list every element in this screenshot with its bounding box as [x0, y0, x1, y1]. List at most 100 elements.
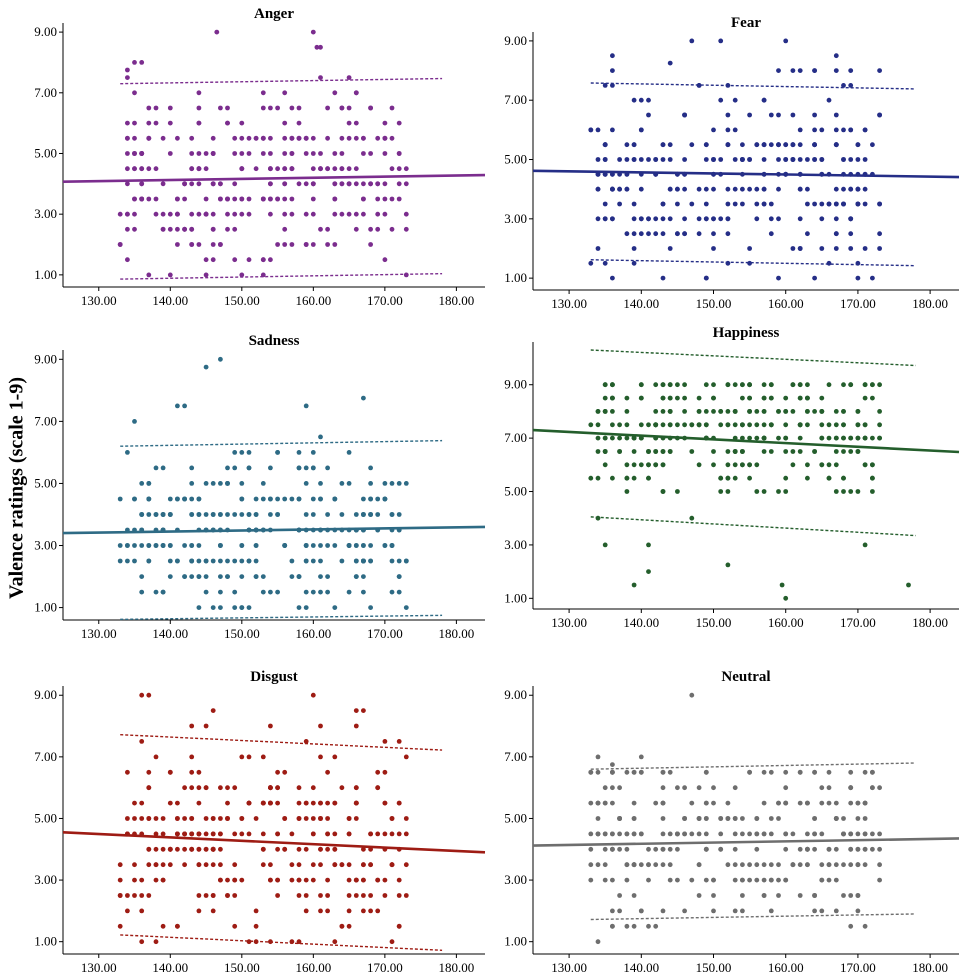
data-point [239, 512, 245, 517]
data-point [175, 211, 180, 217]
data-point [203, 151, 209, 156]
data-point [353, 558, 359, 564]
data-point [595, 831, 601, 837]
data-point [754, 142, 760, 148]
data-point [361, 893, 366, 898]
x-tick-label: 180.00 [439, 960, 475, 975]
data-point [253, 543, 259, 548]
data-point [403, 166, 409, 172]
data-point [203, 785, 209, 791]
data-point [353, 574, 359, 579]
data-point [125, 211, 130, 217]
data-point [268, 800, 273, 806]
data-point [624, 231, 630, 237]
data-point [167, 846, 173, 852]
data-point [862, 542, 868, 548]
data-point [761, 97, 767, 103]
data-point [667, 449, 673, 454]
data-point [631, 246, 637, 251]
data-point [218, 574, 223, 579]
data-point [346, 543, 352, 548]
data-point [595, 939, 601, 945]
data-point [653, 157, 659, 162]
data-point [595, 171, 601, 177]
data-point [711, 785, 716, 791]
data-point [196, 105, 202, 111]
data-point [210, 831, 216, 837]
data-point [725, 216, 731, 222]
data-point [325, 512, 330, 517]
data-point [125, 543, 130, 548]
data-point [646, 216, 651, 222]
data-point [375, 831, 381, 837]
data-point [146, 558, 152, 564]
data-point [602, 862, 608, 868]
data-point [125, 450, 130, 455]
y-tick-label: 3.00 [504, 211, 527, 226]
data-point [667, 877, 673, 883]
data-point [389, 481, 395, 486]
data-point [361, 558, 366, 564]
data-point [167, 574, 173, 579]
data-point [768, 231, 774, 237]
data-point [396, 481, 402, 486]
data-point [761, 186, 767, 192]
data-point [325, 877, 330, 883]
data-point [725, 489, 731, 494]
data-point [253, 135, 259, 141]
data-point [783, 489, 789, 494]
data-point [747, 186, 752, 192]
data-point [877, 409, 882, 414]
data-point [146, 496, 152, 502]
data-point [768, 908, 774, 914]
data-point [877, 422, 882, 428]
data-point [783, 422, 789, 428]
data-point [153, 105, 159, 111]
data-point [819, 462, 825, 468]
data-point [790, 246, 796, 251]
y-tick-label: 1.00 [34, 600, 57, 615]
data-point [203, 862, 209, 868]
data-point [253, 496, 259, 502]
data-point [862, 831, 868, 837]
data-point [218, 356, 223, 362]
data-point [353, 181, 359, 187]
data-point [689, 422, 695, 428]
data-point [646, 846, 651, 852]
data-point [675, 395, 680, 401]
data-point [368, 481, 373, 486]
data-point [725, 462, 731, 468]
data-point [203, 196, 209, 202]
data-point [153, 831, 159, 837]
data-point [667, 142, 673, 148]
data-point [375, 181, 381, 187]
data-point [132, 893, 137, 898]
data-point [182, 403, 188, 409]
data-point [624, 475, 630, 481]
data-point [646, 449, 651, 454]
data-point [318, 226, 323, 232]
data-point [196, 90, 202, 96]
data-point [218, 862, 223, 868]
data-point [318, 862, 323, 868]
data-point [819, 395, 825, 401]
data-point [768, 216, 774, 222]
data-point [841, 862, 846, 868]
chart-title: Neutral [721, 669, 770, 685]
data-point [653, 422, 659, 428]
x-tick-label: 160.00 [768, 296, 804, 311]
data-point [382, 893, 388, 898]
chart-panel-disgust: Disgust 130.00 140.00 150.00 160.00 170.00 180… [34, 669, 486, 975]
data-point [146, 543, 152, 548]
data-point [660, 142, 666, 148]
data-point [196, 543, 202, 548]
data-point [631, 582, 637, 588]
data-point [189, 558, 195, 564]
data-point [776, 862, 781, 868]
data-point [703, 157, 709, 162]
data-point [361, 543, 366, 548]
data-point [740, 816, 745, 821]
data-point [139, 512, 145, 517]
data-point [339, 512, 345, 517]
data-point [303, 877, 309, 883]
